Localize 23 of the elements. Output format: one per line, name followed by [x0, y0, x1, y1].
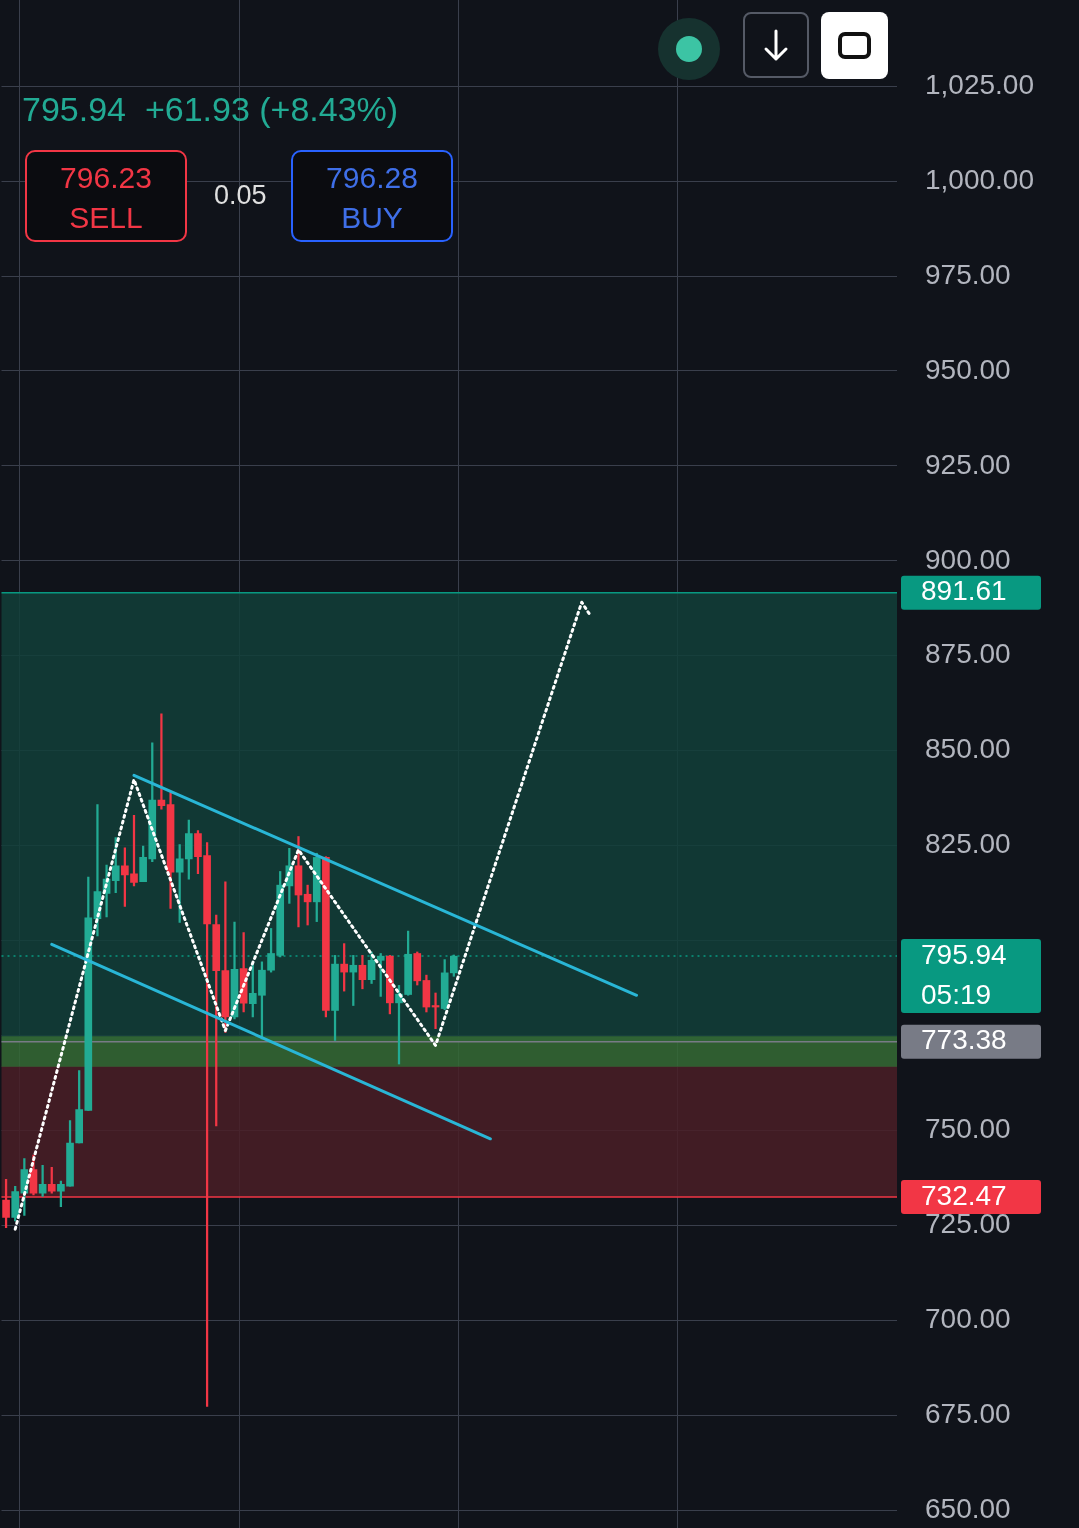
ref-line-label: 773.38: [921, 1024, 1007, 1056]
y-tick-label: 650.00: [925, 1492, 1011, 1524]
ref-line-label: 732.47: [921, 1179, 1007, 1211]
y-tick-label: 725.00: [925, 1208, 1011, 1240]
y-tick-label: 875.00: [925, 638, 1011, 670]
annotation: 796.28 BUY: [325, 160, 419, 236]
y-tick-label: 850.00: [925, 733, 1011, 765]
ref-line-label: 795.94 05:19: [921, 938, 1007, 1010]
text: 795.94 +61.93 (+8.43%): [22, 90, 399, 129]
y-tick-label: 950.00: [925, 353, 1011, 385]
annotation: 0.05: [214, 180, 267, 211]
y-tick-label: 1,000.00: [925, 163, 1034, 195]
y-tick-label: 1,025.00: [925, 68, 1034, 100]
line-series: [13, 600, 593, 1231]
y-tick-label: 750.00: [925, 1113, 1011, 1145]
y-tick-label: 975.00: [925, 258, 1011, 290]
y-tick-label: 925.00: [925, 448, 1011, 480]
y-tick-label: 900.00: [925, 543, 1011, 575]
ref-line-label: 891.61: [921, 575, 1007, 607]
y-tick-label: 700.00: [925, 1303, 1011, 1335]
annotation: 796.23 SELL: [59, 160, 153, 236]
y-tick-label: 675.00: [925, 1397, 1011, 1429]
y-tick-label: 825.00: [925, 828, 1011, 860]
